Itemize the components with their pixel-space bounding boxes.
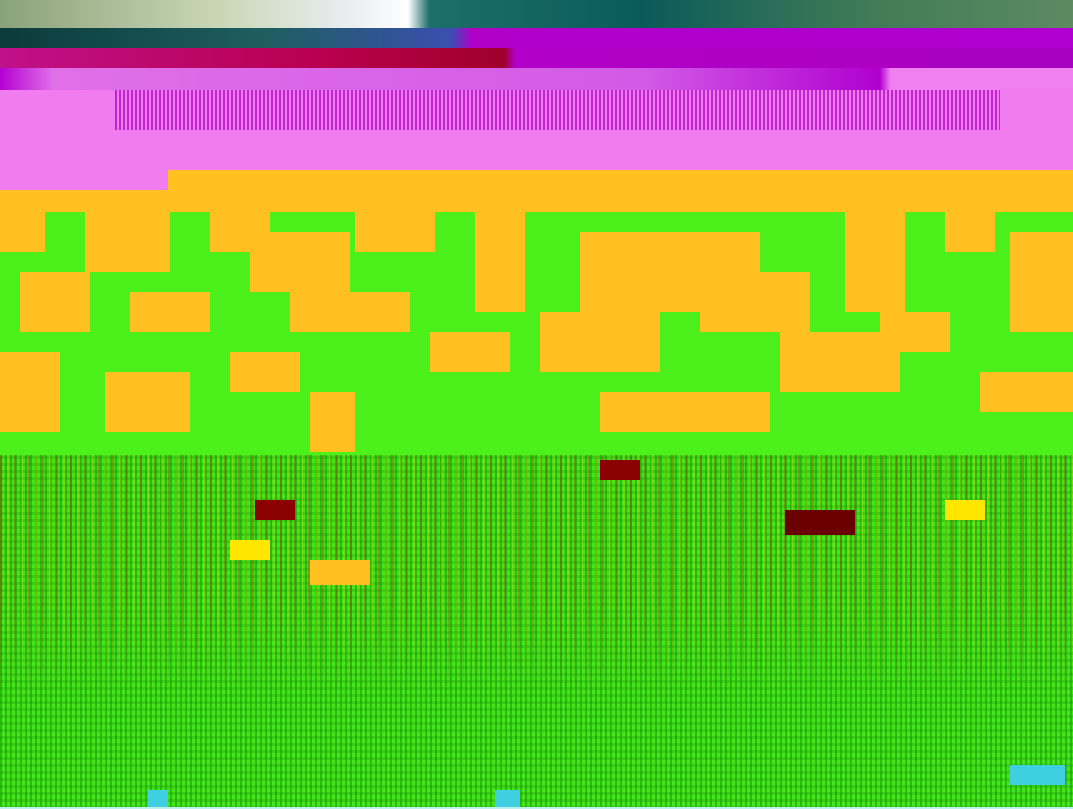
noise-overlay — [0, 460, 1073, 809]
blocks — [0, 212, 1073, 452]
glitch-band — [0, 28, 1073, 48]
glitch-band — [0, 68, 1073, 90]
noise-patches — [0, 460, 1073, 809]
grass-noise — [0, 455, 1073, 809]
block — [168, 170, 1073, 212]
block — [0, 190, 168, 212]
glitch-band — [0, 48, 1073, 68]
block-field — [0, 170, 1073, 460]
photo-strip — [0, 0, 1073, 28]
glitch-band — [0, 90, 1073, 135]
